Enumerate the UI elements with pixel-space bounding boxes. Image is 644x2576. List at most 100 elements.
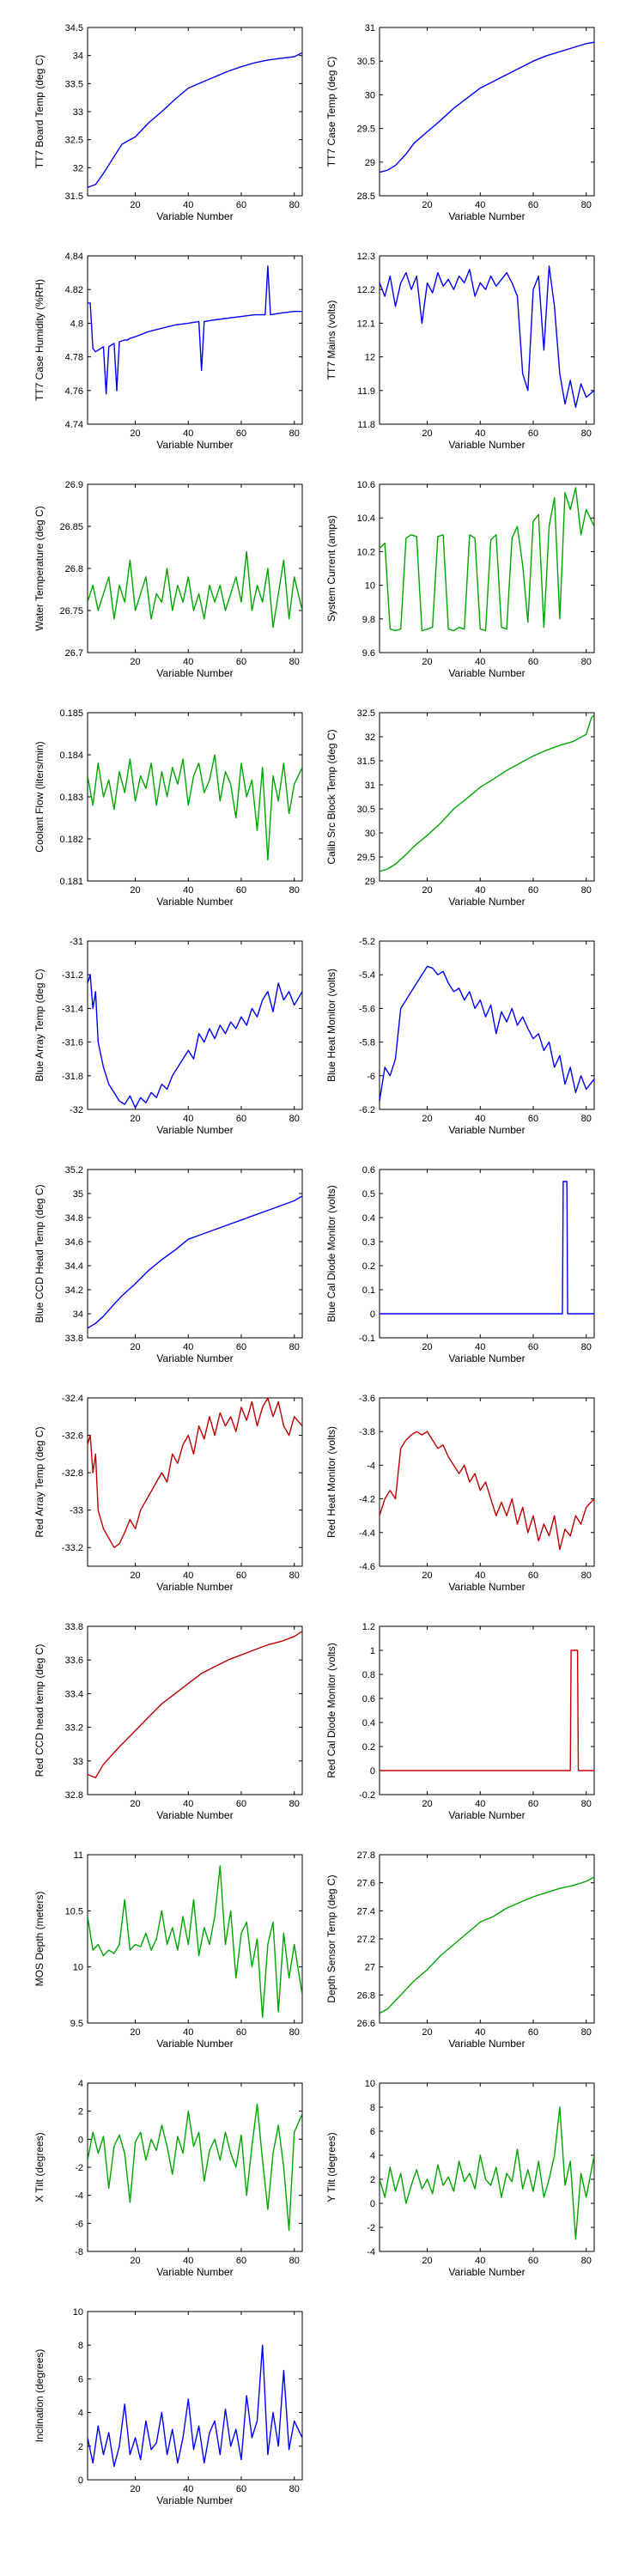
x-tick-label: 40 [183, 428, 193, 439]
y-tick-label: -3.6 [359, 1394, 375, 1404]
x-tick-label: 60 [236, 2484, 246, 2494]
y-tick-label: 1 [370, 1646, 375, 1656]
y-tick-label: -32.8 [62, 1468, 83, 1479]
x-axis-label: Variable Number [448, 210, 525, 222]
y-tick-label: -2 [75, 2163, 83, 2173]
y-tick-label: 10.5 [65, 1906, 83, 1917]
x-tick-label: 80 [581, 2027, 592, 2038]
plot-frame [87, 483, 303, 653]
x-tick-label: 80 [289, 2484, 300, 2494]
series-line-0 [380, 1649, 594, 1771]
x-tick-label: 40 [475, 2256, 485, 2266]
y-tick-label: -31.8 [62, 1072, 83, 1082]
plot-frame [379, 1854, 595, 2024]
x-tick-label: 80 [581, 428, 592, 439]
y-tick-label: 33 [73, 1757, 83, 1767]
y-tick-label: 10.4 [357, 513, 375, 524]
y-tick-label: -31.4 [62, 1004, 83, 1014]
x-tick-label: 40 [475, 1571, 485, 1581]
y-tick-label: 0.8 [362, 1670, 375, 1680]
y-tick-label: 32.8 [65, 1790, 83, 1801]
y-tick-label: 27 [365, 1963, 375, 1973]
y-axis-label: Inclination (degrees) [33, 2349, 46, 2443]
x-tick-label: 80 [289, 1114, 300, 1124]
y-tick-label: 34.4 [65, 1261, 83, 1272]
x-tick-label: 80 [581, 200, 592, 210]
x-tick-label: 60 [236, 657, 246, 667]
y-axis-label: X Tilt (degrees) [33, 2132, 46, 2202]
x-tick-label: 40 [183, 1114, 193, 1124]
series-line-0 [88, 1398, 302, 1548]
y-tick-label: 8 [78, 2341, 83, 2351]
y-tick-label: 4.74 [65, 420, 83, 430]
y-tick-label: 9.6 [362, 648, 375, 659]
x-tick-label: 40 [183, 2027, 193, 2038]
x-tick-label: 40 [475, 657, 485, 667]
x-tick-label: 80 [581, 1342, 592, 1352]
chart-panel-1: 20 40 60 80 28.5 29 29.5 30 30.5 31 Variable Numbe… [325, 23, 595, 222]
y-tick-label: 0.6 [362, 1165, 375, 1176]
y-tick-label: 30 [365, 829, 375, 839]
chart-panel-11: 20 40 60 80 -0.1 0 0.1 0.2 0.3 0.4 0.5 0.6 Variable … [325, 1165, 595, 1364]
y-tick-label: 0.182 [59, 835, 83, 845]
y-axis-label: Coolant Flow (liters/min) [33, 741, 46, 852]
y-tick-label: 31.5 [357, 756, 375, 767]
chart-panel-13: 20 40 60 80 -4.6 -4.4 -4.2 -4 -3.8 -3.6 Variable N… [325, 1394, 595, 1593]
x-tick-label: 40 [183, 1342, 193, 1352]
y-tick-label: 33.8 [65, 1334, 83, 1344]
y-tick-label: 0.2 [362, 1742, 375, 1753]
y-tick-label: 26.6 [357, 2019, 375, 2029]
y-tick-label: 28.5 [357, 191, 375, 202]
x-tick-label: 20 [422, 1799, 432, 1809]
x-tick-label: 40 [475, 885, 485, 896]
x-tick-label: 60 [236, 1114, 246, 1124]
chart-panel-17: 20 40 60 80 26.6 26.8 27 27.2 27.4 27.6 27.8 Variab… [325, 1850, 595, 2050]
x-tick-label: 80 [289, 657, 300, 667]
x-axis-label: Variable Number [448, 2038, 525, 2050]
y-tick-label: 0.1 [362, 1285, 375, 1296]
series-line-0 [380, 1181, 594, 1315]
x-tick-label: 60 [236, 1342, 246, 1352]
plot-frame [87, 1397, 303, 1567]
y-tick-label: 26.8 [357, 1990, 375, 2001]
x-tick-label: 20 [130, 657, 140, 667]
y-tick-label: 26.75 [59, 606, 83, 617]
y-tick-label: 12 [365, 353, 375, 363]
y-tick-label: 10 [365, 2079, 375, 2089]
x-tick-label: 20 [130, 2256, 140, 2266]
y-tick-label: 9.8 [362, 615, 375, 625]
x-tick-label: 60 [528, 657, 538, 667]
chart-panel-10: 20 40 60 80 33.8 34 34.2 34.4 34.6 34.8 35 35.2 Vari… [33, 1165, 303, 1364]
plot-frame [379, 1625, 595, 1795]
x-tick-label: 20 [130, 885, 140, 896]
x-tick-label: 40 [183, 2484, 193, 2494]
y-axis-label: Red CCD head temp (deg C) [33, 1644, 46, 1777]
x-axis-label: Variable Number [448, 1809, 525, 1821]
plot-frame [87, 712, 303, 882]
y-tick-label: 27.4 [357, 1906, 375, 1917]
x-tick-label: 40 [183, 1799, 193, 1809]
y-tick-label: -4 [367, 2247, 375, 2257]
series-line-0 [380, 41, 594, 173]
series-line-0 [88, 1631, 302, 1779]
y-tick-label: 0.3 [362, 1237, 375, 1248]
x-tick-label: 80 [581, 1799, 592, 1809]
y-tick-label: 33 [73, 107, 83, 118]
chart-panel-0: 20 40 60 80 31.5 32 32.5 33 33.5 34 34.5 Variable N… [33, 23, 303, 222]
x-tick-label: 20 [422, 428, 432, 439]
y-tick-label: 32.5 [357, 708, 375, 719]
chart-panel-6: 20 40 60 80 0.181 0.182 0.183 0.184 0.185 Variabl… [33, 708, 303, 908]
chart-panel-8: 20 40 60 80 -32 -31.8 -31.6 -31.4 -31.2 -31 Variab… [33, 937, 303, 1136]
y-tick-label: -6 [367, 1072, 375, 1082]
y-tick-label: 31 [365, 781, 375, 791]
y-tick-label: 4 [78, 2079, 83, 2089]
x-tick-label: 80 [289, 200, 300, 210]
y-tick-label: 0.4 [362, 1718, 375, 1728]
x-tick-label: 20 [130, 2484, 140, 2494]
y-tick-label: -4 [367, 1461, 375, 1471]
series-line-0 [88, 2103, 302, 2232]
x-tick-label: 40 [475, 200, 485, 210]
y-tick-label: 10 [73, 2307, 83, 2318]
plot-frame [87, 255, 303, 425]
x-axis-label: Variable Number [156, 1352, 233, 1364]
